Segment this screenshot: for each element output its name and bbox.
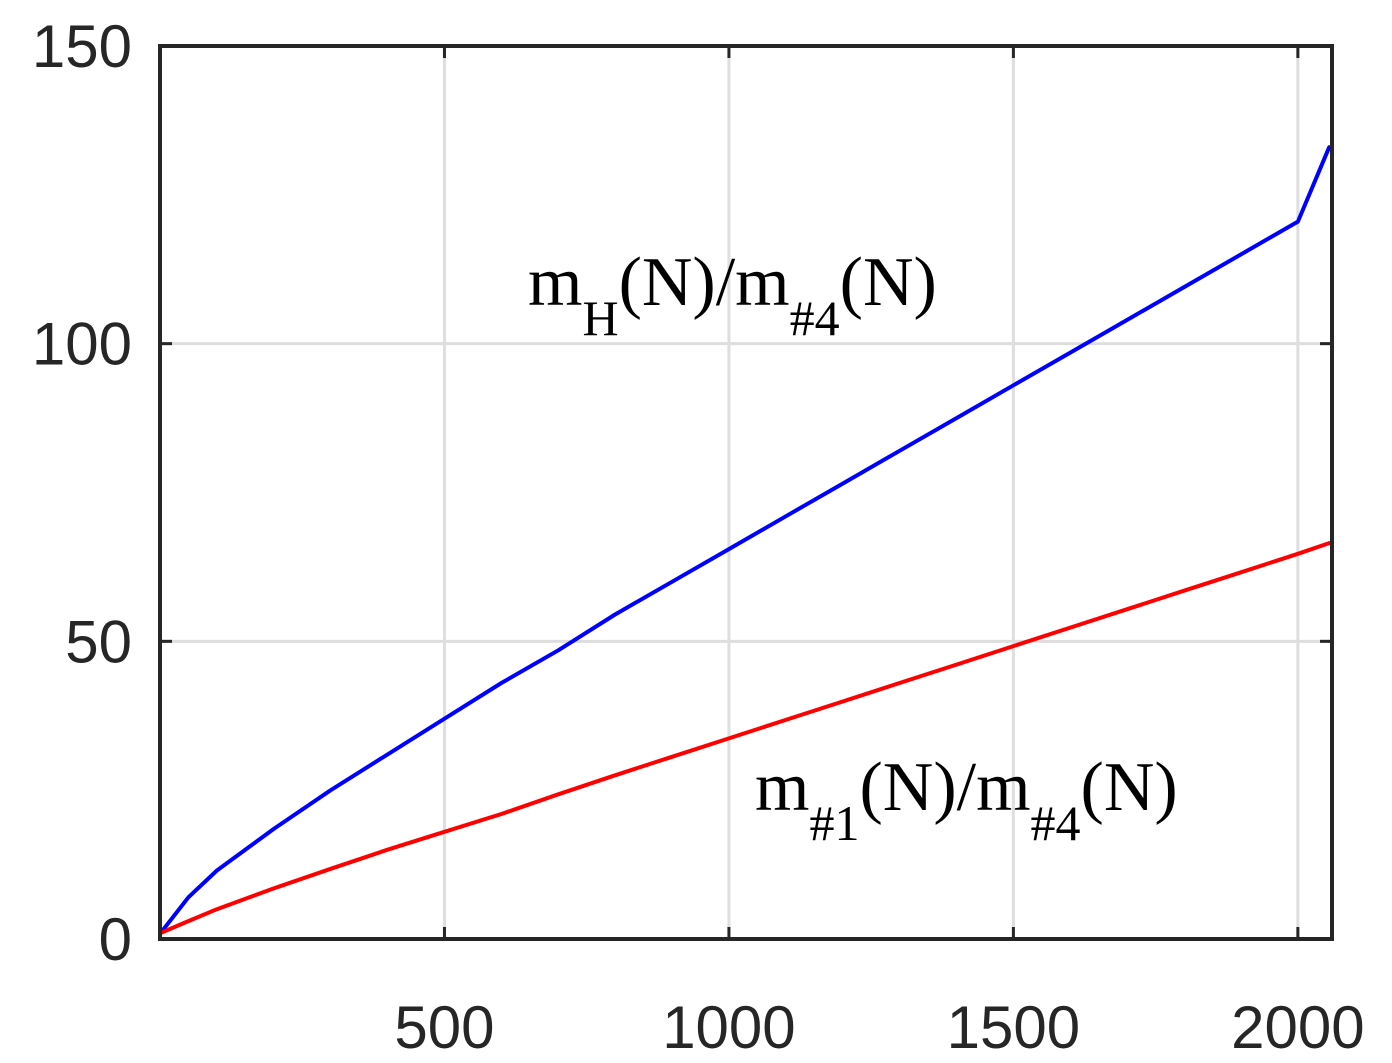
axes-box bbox=[158, 44, 1334, 941]
annotation-mh-base: m bbox=[528, 244, 582, 321]
annotation-m1-sub: #1 bbox=[809, 795, 859, 851]
annotation-m1-mid: (N)/m bbox=[859, 749, 1030, 826]
grid-lines bbox=[160, 46, 1332, 939]
annotation-m1-over-m4: m#1(N)/m#4(N) bbox=[755, 749, 1178, 851]
annotation-mh-sub2: #4 bbox=[790, 290, 840, 346]
annotation-m1-tail: (N) bbox=[1081, 749, 1178, 826]
annotation-m1-sub2: #4 bbox=[1031, 795, 1081, 851]
series-line-mh-over-m4 bbox=[158, 145, 1332, 935]
y-tick-label: 100 bbox=[32, 311, 132, 378]
annotation-mh-over-m4: mH(N)/m#4(N) bbox=[528, 244, 937, 346]
y-tick-label: 50 bbox=[65, 608, 132, 675]
y-tick-label: 0 bbox=[99, 906, 132, 973]
annotation-mh-mid: (N)/m bbox=[619, 244, 790, 321]
y-tick-label: 150 bbox=[32, 13, 132, 80]
annotation-mh-sub: H bbox=[582, 290, 618, 346]
x-tick-label: 500 bbox=[394, 994, 494, 1061]
x-tick-label: 2000 bbox=[1231, 994, 1364, 1061]
tick-marks bbox=[160, 44, 1332, 941]
x-tick-label: 1000 bbox=[662, 994, 795, 1061]
annotation-m1-base: m bbox=[755, 749, 809, 826]
x-tick-label: 1500 bbox=[947, 994, 1080, 1061]
series-group bbox=[158, 145, 1332, 935]
series-line-m1-over-m4 bbox=[158, 541, 1332, 935]
tick-labels: 500 1000 1500 2000 0 50 100 150 bbox=[32, 13, 1365, 1061]
annotation-mh-tail: (N) bbox=[840, 244, 937, 321]
